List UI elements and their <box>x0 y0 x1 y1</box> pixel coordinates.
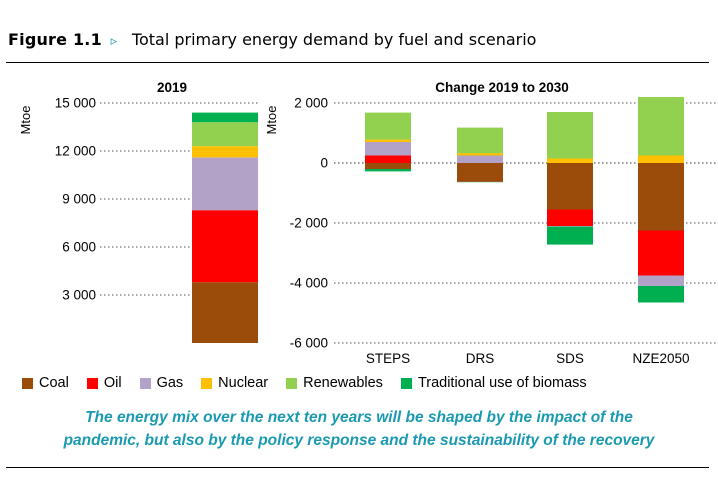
x-category-label: NZE2050 <box>632 351 689 366</box>
bar-segment-gas-2019 <box>192 157 258 211</box>
bar-segment-traditional-use-of-biomass-steps <box>365 169 411 172</box>
y-tick-label: -4 000 <box>290 276 328 291</box>
bar-segment-oil-nze2050 <box>638 230 684 276</box>
bar-segment-gas-drs <box>457 155 503 163</box>
bar-segment-coal-drs <box>457 163 503 181</box>
y-tick-label: 15 000 <box>55 96 96 111</box>
bar-segment-coal-2019 <box>192 282 258 343</box>
legend-swatch-biomass <box>400 377 412 389</box>
legend: Coal Oil Gas Nuclear Renewables Traditio… <box>22 374 605 392</box>
top-rule <box>6 62 709 63</box>
bar-segment-traditional-use-of-biomass-nze2050 <box>638 286 684 303</box>
bar-segment-renewables-nze2050 <box>638 97 684 156</box>
y-tick-label: 9 000 <box>62 192 96 207</box>
legend-label-biomass: Traditional use of biomass <box>417 375 587 391</box>
y-tick-label: -6 000 <box>290 336 328 351</box>
bar-segment-nuclear-2019 <box>192 146 258 158</box>
bar-segment-coal-sds <box>547 163 593 210</box>
bottom-rule <box>6 467 709 468</box>
figure-header: Figure 1.1 ▹ Total primary energy demand… <box>8 30 536 50</box>
y-tick-label: 12 000 <box>55 144 96 159</box>
x-category-label: STEPS <box>366 351 410 366</box>
caption-line-1: The energy mix over the next ten years w… <box>85 409 633 426</box>
legend-item-nuclear: Nuclear <box>201 375 268 391</box>
legend-item-biomass: Traditional use of biomass <box>400 375 587 391</box>
y-tick-label: 6 000 <box>62 240 96 255</box>
figure-arrow-icon: ▹ <box>110 33 118 48</box>
bar-segment-oil-steps <box>365 155 411 163</box>
legend-swatch-oil <box>86 377 98 389</box>
legend-swatch-gas <box>139 377 151 389</box>
legend-label-coal: Coal <box>39 375 69 391</box>
caption-line-2: pandemic, but also by the policy respons… <box>63 432 655 449</box>
panel-title-2: Change 2019 to 2030 <box>435 80 569 95</box>
legend-item-coal: Coal <box>22 375 69 391</box>
legend-item-gas: Gas <box>139 375 184 391</box>
bar-segment-nuclear-sds <box>547 158 593 163</box>
legend-swatch-renewables <box>286 377 298 389</box>
panel-title-1: 2019 <box>157 80 187 95</box>
y-tick-label: 0 <box>320 156 328 171</box>
bar-segment-gas-sds <box>547 226 593 227</box>
legend-swatch-nuclear <box>201 377 213 389</box>
bar-segment-nuclear-nze2050 <box>638 155 684 163</box>
legend-label-renewables: Renewables <box>303 375 383 391</box>
y-tick-label: 3 000 <box>62 288 96 303</box>
x-category-label: DRS <box>466 351 495 366</box>
bar-segment-oil-drs <box>457 181 503 182</box>
legend-swatch-coal <box>22 377 33 389</box>
figure-label: Figure 1.1 <box>8 30 102 49</box>
y-tick-label: 2 000 <box>294 96 328 111</box>
bar-segment-nuclear-steps <box>365 139 411 142</box>
legend-label-nuclear: Nuclear <box>218 375 269 391</box>
bar-segment-renewables-drs <box>457 127 503 154</box>
y-axis-label-2: Mtoe <box>264 106 279 135</box>
bar-segment-coal-nze2050 <box>638 163 684 231</box>
bar-segment-gas-nze2050 <box>638 275 684 286</box>
figure-caption: The energy mix over the next ten years w… <box>10 406 708 452</box>
legend-label-oil: Oil <box>103 375 122 391</box>
bar-segment-traditional-use-of-biomass-2019 <box>192 112 258 123</box>
figure-title: Total primary energy demand by fuel and … <box>131 30 537 49</box>
bar-segment-oil-2019 <box>192 210 258 283</box>
bar-segment-traditional-use-of-biomass-drs <box>457 181 503 183</box>
bar-segment-renewables-2019 <box>192 122 258 147</box>
y-axis-label-1: Mtoe <box>18 106 33 135</box>
bar-segment-renewables-sds <box>547 112 593 159</box>
legend-label-gas: Gas <box>156 375 184 391</box>
bar-segment-oil-sds <box>547 209 593 226</box>
y-tick-label: -2 000 <box>290 216 328 231</box>
bar-segment-renewables-steps <box>365 112 411 140</box>
bar-segment-traditional-use-of-biomass-sds <box>547 226 593 245</box>
bar-segment-nuclear-drs <box>457 153 503 156</box>
legend-item-renewables: Renewables <box>286 375 383 391</box>
bar-segment-coal-steps <box>365 163 411 169</box>
bar-segment-gas-steps <box>365 142 411 156</box>
legend-item-oil: Oil <box>86 375 122 391</box>
x-category-label: SDS <box>556 351 584 366</box>
